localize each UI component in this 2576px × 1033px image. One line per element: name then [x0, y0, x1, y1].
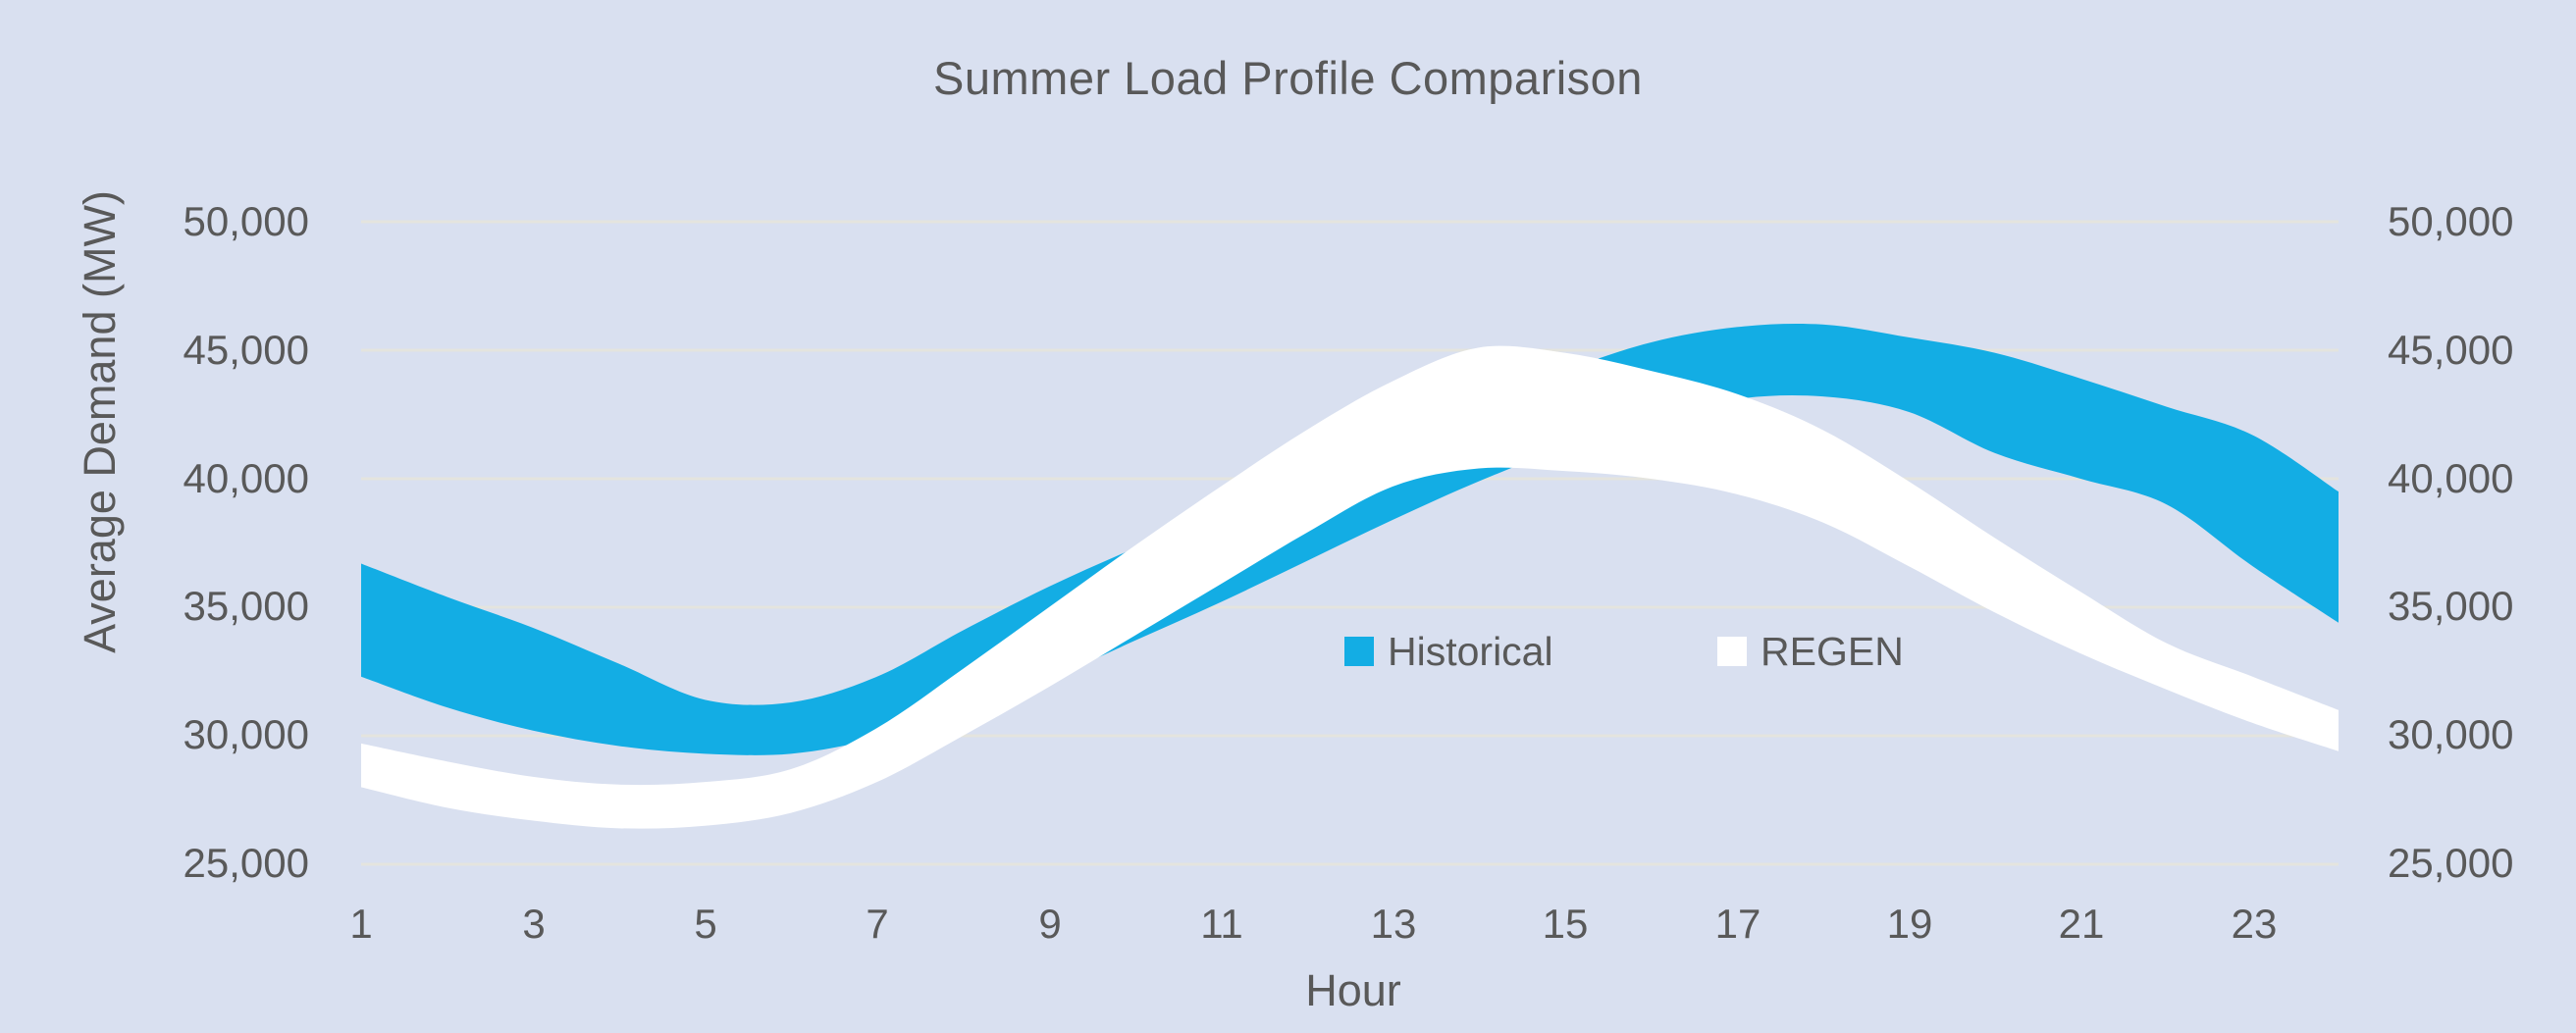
legend-item-historical: Historical — [1344, 628, 1553, 675]
y-tick-left-45000: 45,000 — [183, 327, 309, 373]
y-tick-right-50000: 50,000 — [2388, 198, 2514, 244]
x-axis-title: Hour — [1305, 965, 1401, 1015]
x-tick-23: 23 — [2231, 901, 2278, 947]
x-tick-21: 21 — [2058, 901, 2105, 947]
x-tick-13: 13 — [1370, 901, 1417, 947]
y-tick-left-25000: 25,000 — [183, 840, 309, 886]
y-tick-left-40000: 40,000 — [183, 455, 309, 501]
y-tick-left-50000: 50,000 — [183, 198, 309, 244]
x-tick-15: 15 — [1542, 901, 1589, 947]
legend-swatch-historical-icon — [1344, 637, 1374, 666]
band-regen — [361, 345, 2339, 829]
y-tick-left-30000: 30,000 — [183, 711, 309, 757]
x-tick-9: 9 — [1038, 901, 1062, 947]
x-tick-5: 5 — [694, 901, 717, 947]
legend-label-historical: Historical — [1388, 629, 1553, 674]
y-tick-right-30000: 30,000 — [2388, 711, 2514, 757]
legend-item-regen: REGEN — [1717, 628, 1904, 675]
y-tick-right-45000: 45,000 — [2388, 327, 2514, 373]
x-tick-1: 1 — [349, 901, 373, 947]
x-tick-3: 3 — [522, 901, 546, 947]
chart-title: Summer Load Profile Comparison — [933, 52, 1643, 104]
y-tick-right-40000: 40,000 — [2388, 455, 2514, 501]
band-historical — [361, 324, 2339, 755]
x-tick-7: 7 — [866, 901, 889, 947]
y-tick-right-25000: 25,000 — [2388, 840, 2514, 886]
x-tick-19: 19 — [1886, 901, 1933, 947]
legend-swatch-regen-icon — [1717, 637, 1747, 666]
x-tick-17: 17 — [1714, 901, 1761, 947]
x-tick-11: 11 — [1200, 901, 1243, 947]
y-tick-left-35000: 35,000 — [183, 583, 309, 629]
y-tick-right-35000: 35,000 — [2388, 583, 2514, 629]
legend-label-regen: REGEN — [1761, 629, 1904, 674]
